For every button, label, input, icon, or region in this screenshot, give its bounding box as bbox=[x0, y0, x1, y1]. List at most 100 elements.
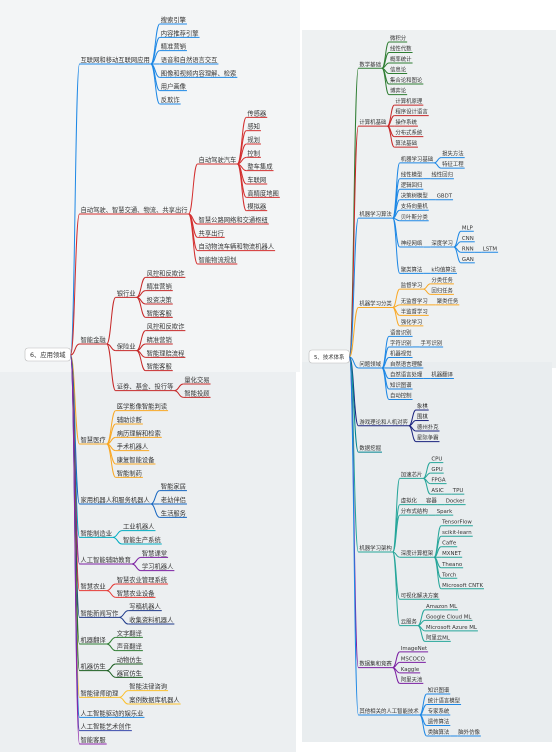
node-label: 知识图谱 bbox=[390, 381, 412, 389]
node-label: 半监督学习 bbox=[401, 307, 428, 315]
node-label: 智能生产系统 bbox=[123, 535, 161, 544]
node-label: MXNET bbox=[442, 551, 462, 557]
node-label: 自动物流车辆和物流机器人 bbox=[199, 242, 275, 251]
left-map: 6、应用领域互联网和移动互联网应用搜索引擎内容推荐引擎精准营销语音和自然语言交互… bbox=[24, 15, 280, 745]
node-label: 阿里云ML bbox=[426, 633, 450, 641]
node-label: 智能理赔流程 bbox=[147, 348, 185, 357]
connector bbox=[392, 217, 401, 274]
node-label: 自动驾驶汽车 bbox=[199, 155, 237, 164]
node-label: 计算机原理 bbox=[395, 97, 423, 105]
node-label: 保险业 bbox=[117, 342, 136, 351]
node-label: 决策树模型 bbox=[401, 192, 429, 200]
node-label: 反欺诈 bbox=[161, 95, 181, 104]
node-label: 数据集和竞赛 bbox=[359, 660, 392, 668]
node-label: Theano bbox=[441, 562, 462, 568]
node-label: ASIC bbox=[431, 488, 444, 494]
connector bbox=[392, 667, 400, 684]
connector bbox=[106, 443, 117, 478]
node-label: 规划 bbox=[247, 135, 260, 144]
node-label: 共享出行 bbox=[199, 228, 225, 237]
connector bbox=[348, 356, 359, 716]
node-label: 感知 bbox=[247, 122, 260, 131]
node-label: 机器视觉 bbox=[390, 349, 412, 357]
connector bbox=[408, 425, 417, 443]
connector bbox=[70, 63, 80, 356]
connector bbox=[106, 343, 117, 392]
node-label: 概率统计 bbox=[390, 55, 412, 63]
node-label: 分类任务 bbox=[431, 276, 453, 284]
node-label: 机器仿生 bbox=[81, 662, 106, 671]
node-label: TensorFlow bbox=[441, 520, 472, 526]
node-label: 语音和自然语言交互 bbox=[161, 55, 218, 64]
node-label: 工业机器人 bbox=[123, 522, 155, 531]
node-label: 用户画像 bbox=[161, 82, 187, 91]
node-label: 计算机基础 bbox=[359, 118, 386, 126]
node-label: Microsoft Azure ML bbox=[426, 625, 477, 631]
connector bbox=[150, 503, 160, 518]
connector bbox=[392, 514, 401, 553]
node-label: GPU bbox=[431, 467, 442, 473]
node-label: Kaggle bbox=[401, 667, 420, 673]
node-label: 知识图谱 bbox=[428, 686, 450, 694]
node-label: 线性模型 bbox=[401, 171, 423, 179]
node-label: 自动控制 bbox=[390, 392, 412, 400]
connector bbox=[453, 246, 462, 264]
node-label: k均值算法 bbox=[431, 265, 456, 273]
node-label: 可视化解决方案 bbox=[401, 591, 439, 599]
connector bbox=[131, 563, 141, 572]
panel bbox=[0, 372, 296, 752]
connector bbox=[419, 714, 428, 737]
node-label: 聚类任务 bbox=[437, 297, 459, 305]
node-label: GBDT bbox=[437, 194, 453, 200]
node-label: 模拟器 bbox=[247, 202, 267, 211]
node-label: 家用机器人和服务机器人 bbox=[81, 495, 151, 504]
node-label: 智慧农业设备 bbox=[117, 588, 155, 597]
node-label: 聚类算法 bbox=[401, 265, 423, 273]
node-label: CPU bbox=[431, 457, 442, 463]
node-label: 文字翻译 bbox=[117, 628, 143, 637]
node-label: 信息论 bbox=[390, 66, 407, 74]
node-label: 智能物流规划 bbox=[199, 255, 237, 264]
node-label: 车联网 bbox=[247, 175, 266, 184]
node-label: ImageNet bbox=[401, 646, 427, 652]
connector bbox=[106, 296, 117, 345]
node-label: 人工智能辅助教育 bbox=[81, 555, 131, 564]
node-label: 智慧公路网络和交通枢纽 bbox=[199, 215, 269, 224]
node-label: 数据挖掘 bbox=[359, 444, 381, 452]
connector bbox=[106, 670, 116, 678]
connector bbox=[106, 590, 116, 598]
node-label: 机器翻译 bbox=[81, 635, 107, 644]
node-label: 游戏理论和人机对弈 bbox=[359, 418, 408, 426]
node-label: 智能法律咨询 bbox=[129, 682, 167, 691]
node-label: 自动驾驶、智慧交通、物流、共享出行 bbox=[81, 205, 189, 214]
connector bbox=[392, 307, 401, 327]
node-label: 投资决策 bbox=[147, 295, 173, 304]
connector bbox=[434, 162, 442, 169]
node-label: 康复智能设备 bbox=[117, 455, 155, 464]
node-label: 机器学习基础 bbox=[401, 155, 433, 163]
node-label: FPGA bbox=[431, 478, 446, 484]
connector bbox=[136, 350, 146, 372]
connector bbox=[381, 67, 390, 96]
node-label: 病历理解和检索 bbox=[117, 428, 161, 437]
connector bbox=[70, 213, 80, 356]
node-label: 生活服务 bbox=[161, 508, 187, 517]
connector bbox=[106, 643, 116, 652]
node-label: 分布式结构 bbox=[401, 507, 429, 515]
node-label: 智能制药 bbox=[117, 468, 142, 477]
connector bbox=[348, 217, 359, 358]
node-label: 智能金融 bbox=[81, 335, 107, 344]
node-label: 容器 bbox=[426, 497, 437, 505]
node-label: 机器学习分类 bbox=[359, 300, 392, 308]
node-label: 损失方法 bbox=[442, 150, 464, 158]
node-label: 分布式系统 bbox=[395, 129, 423, 137]
node-label: 无监督学习 bbox=[401, 297, 428, 305]
node-label: 控制 bbox=[247, 148, 260, 157]
connector bbox=[112, 536, 123, 545]
node-label: 智能客服 bbox=[147, 308, 173, 317]
node-label: 集合论和图论 bbox=[390, 76, 423, 84]
node-label: 收集资料机器人 bbox=[129, 615, 174, 624]
node-label: 动物仿生 bbox=[117, 655, 142, 664]
panel bbox=[302, 362, 552, 742]
connector bbox=[136, 296, 146, 318]
